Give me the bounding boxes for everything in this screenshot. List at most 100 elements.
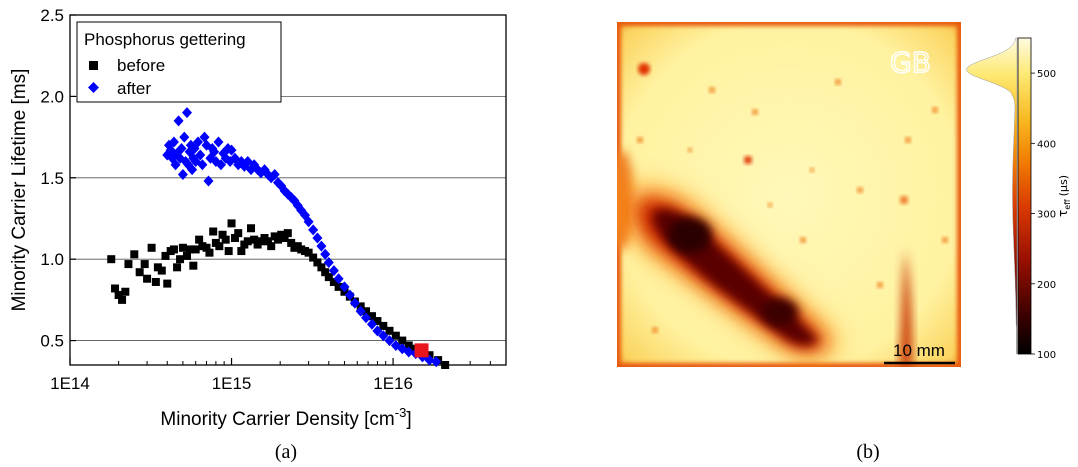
data-point-after <box>213 136 224 148</box>
y-tick-label: 0.5 <box>40 332 64 351</box>
data-point-after <box>209 146 220 158</box>
y-tick-label: 1.0 <box>40 250 64 269</box>
heatmap-image: GB 10 mm <box>617 22 961 367</box>
x-axis-label-end: ] <box>406 409 411 430</box>
colorbar-tick-label: 300 <box>1037 210 1056 221</box>
y-tick-label: 1.5 <box>40 169 64 188</box>
legend-box <box>76 21 282 103</box>
data-point-before <box>234 229 243 238</box>
data-point-after <box>173 115 184 127</box>
data-point-before <box>176 255 185 264</box>
legend-label-after: after <box>117 79 151 98</box>
colorbar-gradient <box>1017 37 1032 355</box>
data-point-before <box>130 250 139 259</box>
data-point-before <box>230 234 239 243</box>
data-point-before <box>198 242 207 251</box>
colorbar-ticks: 100 200 300 400 500 <box>1031 69 1056 361</box>
data-point-before <box>404 341 413 350</box>
data-point-before <box>143 274 152 283</box>
data-point-after <box>339 281 350 293</box>
x-tick-label: 1E14 <box>50 374 90 393</box>
y-axis-ticks: 0.5 1.0 1.5 2.0 2.5 <box>40 6 76 351</box>
data-point-after <box>361 312 372 324</box>
x-axis-label: Minority Carrier Density [cm-3] <box>160 405 411 430</box>
data-point-before <box>334 282 343 291</box>
data-point-before <box>373 317 382 326</box>
data-point-before <box>227 219 236 228</box>
data-point-before <box>398 336 407 345</box>
data-point-before <box>195 235 204 244</box>
data-point-before <box>362 307 371 316</box>
data-point-before <box>183 251 192 260</box>
colorbar-label-sub: eff <box>1063 199 1072 210</box>
data-point-before <box>313 258 322 267</box>
panel-a-caption: (a) <box>275 441 297 463</box>
data-point-after <box>199 131 210 143</box>
point-defects <box>637 63 948 333</box>
data-point-after <box>269 169 280 181</box>
data-point-before <box>163 279 172 288</box>
data-point-after <box>403 346 414 358</box>
data-point-before <box>114 291 123 299</box>
data-point-before <box>250 235 259 244</box>
data-point-before <box>140 260 149 269</box>
data-point-after <box>323 256 334 268</box>
data-point-after <box>378 330 389 342</box>
data-point-after <box>316 240 327 252</box>
data-point-before <box>173 263 182 272</box>
data-point-before <box>391 331 400 340</box>
dislocation-cluster <box>627 189 835 356</box>
data-point-before <box>118 295 127 304</box>
data-point-before <box>191 245 200 254</box>
data-point-after <box>303 216 314 228</box>
data-point-after <box>226 144 237 156</box>
data-point-before <box>224 247 233 256</box>
data-point-after <box>170 159 181 171</box>
data-point-before <box>202 243 211 252</box>
series-after <box>162 107 442 368</box>
y-axis-label: Minority Carrier Lifetime [ms] <box>9 69 30 312</box>
data-point-after <box>366 318 377 330</box>
data-point-before <box>209 227 218 236</box>
data-point-after <box>312 232 323 244</box>
colorbar-tick-label: 200 <box>1037 280 1056 291</box>
data-point-before <box>135 268 144 277</box>
data-point-before <box>247 224 256 233</box>
data-point-after <box>195 149 206 161</box>
data-point-before <box>379 321 388 330</box>
data-point-before <box>274 235 283 244</box>
data-point-after <box>384 335 395 347</box>
data-point-before <box>283 229 292 238</box>
data-point-before <box>321 268 330 277</box>
colorbar-label-unit: (µs) <box>1057 175 1070 196</box>
data-point-before <box>157 266 166 275</box>
data-point-before <box>107 255 116 264</box>
lifetime-histogram <box>966 37 1018 355</box>
x-axis-label-main: Minority Carrier Density [cm <box>160 409 394 430</box>
data-point-after <box>308 224 319 236</box>
edge-defect-left <box>617 150 634 250</box>
data-point-after <box>177 169 188 181</box>
data-point-before <box>221 235 230 244</box>
legend-title: Phosphorus gettering <box>84 30 246 49</box>
data-point-before <box>178 243 187 252</box>
data-point-before <box>309 253 318 262</box>
data-point-after <box>424 354 435 366</box>
colorbar-tick-label: 400 <box>1037 139 1056 150</box>
data-point-before <box>243 237 252 246</box>
legend-label-before: before <box>117 56 165 75</box>
data-point-after <box>355 305 366 317</box>
data-point-after <box>168 136 179 148</box>
plot-area-frame <box>69 14 507 366</box>
data-point-after <box>203 175 214 187</box>
data-point-before <box>280 234 289 243</box>
colorbar-label: τeff (µs) <box>1056 175 1072 217</box>
panel-b-caption: (b) <box>856 441 879 463</box>
grid-lines <box>70 95 506 341</box>
colorbar-tick-label: 100 <box>1037 350 1056 361</box>
data-point-before <box>161 251 170 260</box>
panel-a: 1E14 1E15 1E16 0.5 1.0 1.5 2.0 2.5 Phosphorus … <box>9 6 507 463</box>
x-axis-label-superscript: -3 <box>395 405 407 420</box>
data-point-before <box>263 237 272 246</box>
